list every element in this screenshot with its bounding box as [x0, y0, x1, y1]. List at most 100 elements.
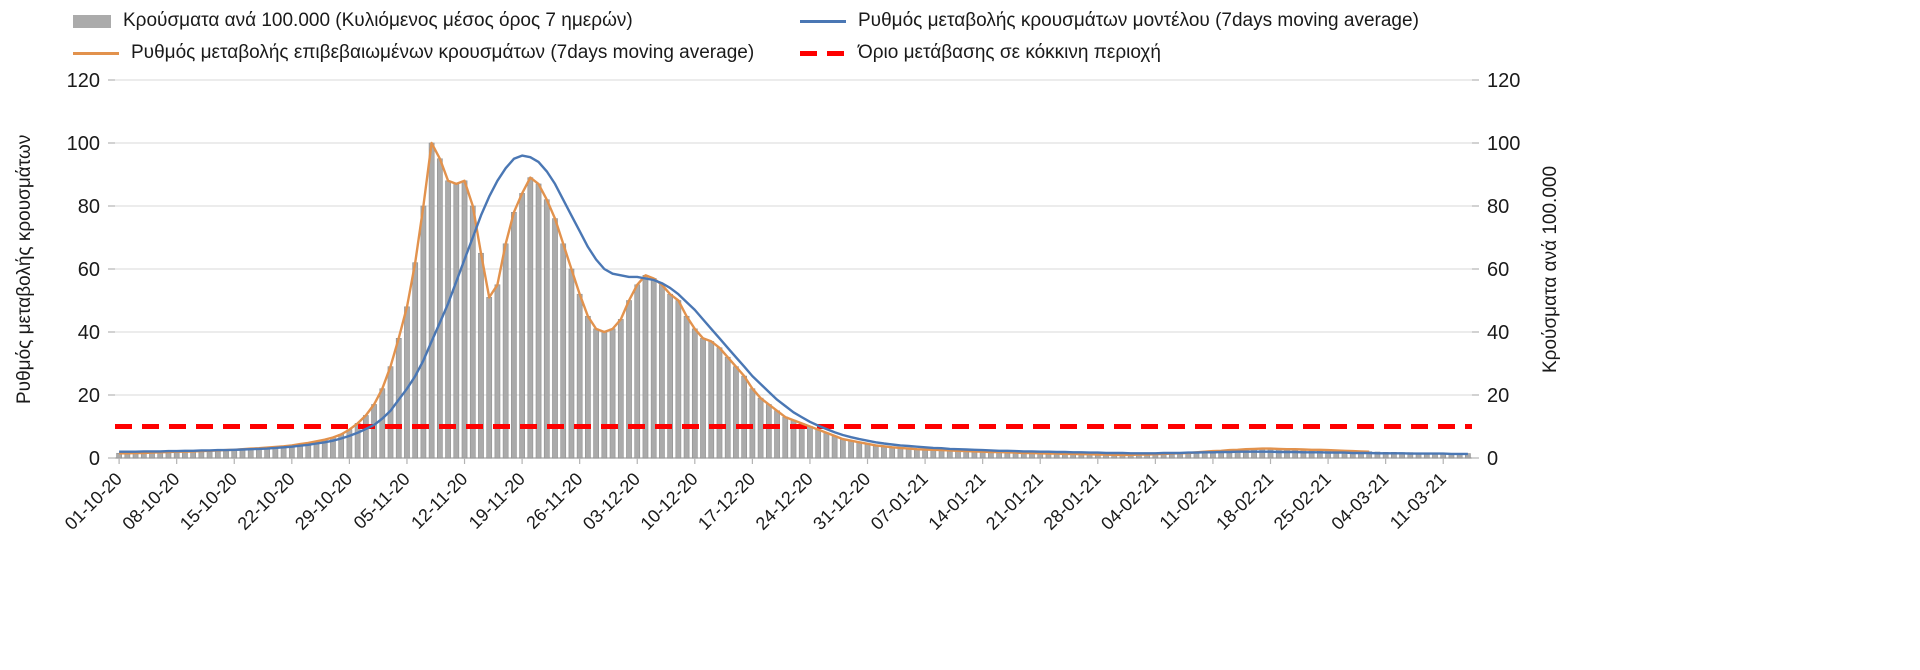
- y-axis-right-labels: 0 20 40 60 80 100 120: [1487, 70, 1520, 470]
- legend-item-cases: Κρούσματα ανά 100.000 (Κυλιόμενος μέσος …: [73, 10, 800, 32]
- bar: [774, 410, 780, 459]
- model-line: [119, 154, 1468, 456]
- bar: [659, 284, 665, 459]
- legend-item-threshold: Όριο μετάβασης σε κόκκινη περιοχή: [800, 42, 1419, 64]
- svg-text:11-02-21: 11-02-21: [1156, 469, 1220, 533]
- gridlines: [108, 79, 1479, 459]
- bar: [839, 438, 846, 459]
- svg-text:04-02-21: 04-02-21: [1097, 469, 1162, 534]
- bar: [371, 404, 377, 459]
- bar: [864, 443, 871, 459]
- bar: [428, 142, 435, 459]
- svg-text:100: 100: [67, 133, 100, 155]
- svg-text:29-10-20: 29-10-20: [291, 469, 356, 534]
- svg-text:15-10-20: 15-10-20: [176, 469, 241, 534]
- legend-label-confirmed: Ρυθμός μεταβολής επιβεβαιωμένων κρουσμάτ…: [131, 42, 755, 63]
- bar: [683, 315, 690, 459]
- bar: [765, 404, 772, 459]
- bar: [543, 199, 550, 459]
- threshold-dash-swatch-icon: [800, 50, 846, 56]
- bar: [617, 319, 624, 459]
- svg-text:100: 100: [1487, 133, 1520, 155]
- bar: [576, 293, 583, 459]
- bar: [716, 347, 723, 459]
- bars-swatch-icon: [73, 14, 111, 28]
- svg-text:26-11-20: 26-11-20: [522, 469, 586, 533]
- bar: [708, 341, 715, 459]
- bar: [511, 212, 517, 459]
- bar: [757, 397, 764, 459]
- bar: [568, 268, 575, 459]
- bar: [593, 328, 599, 459]
- bar: [1374, 451, 1381, 459]
- bar: [626, 300, 632, 459]
- bar: [749, 388, 756, 459]
- svg-text:18-02-21: 18-02-21: [1212, 469, 1277, 534]
- right-axis-title: Κρούσματα ανά 100.000: [1540, 165, 1561, 373]
- bar: [642, 274, 649, 459]
- bar: [346, 429, 353, 459]
- svg-text:14-01-21: 14-01-21: [924, 469, 989, 534]
- svg-text:17-12-20: 17-12-20: [694, 469, 759, 534]
- svg-text:07-01-21: 07-01-21: [867, 469, 932, 534]
- svg-text:21-01-21: 21-01-21: [982, 469, 1047, 534]
- svg-text:40: 40: [78, 322, 100, 344]
- legend-label-cases: Κρούσματα ανά 100.000 (Κυλιόμενος μέσος …: [123, 10, 633, 31]
- svg-text:120: 120: [67, 70, 100, 92]
- svg-text:60: 60: [1487, 259, 1509, 281]
- left-axis-title: Ρυθμός μεταβολής κρουσμάτων: [14, 134, 35, 404]
- bar: [379, 388, 386, 459]
- bar: [667, 293, 673, 459]
- svg-text:60: 60: [78, 259, 100, 281]
- svg-text:28-01-21: 28-01-21: [1040, 469, 1105, 534]
- bar: [675, 300, 682, 459]
- bar: [831, 435, 838, 459]
- svg-text:10-12-20: 10-12-20: [637, 469, 702, 534]
- confirmed-line-swatch-icon: [73, 51, 119, 55]
- bar: [585, 315, 591, 459]
- y-axis-left-labels: 0 20 40 60 80 100 120: [67, 70, 100, 470]
- legend-item-model: Ρυθμός μεταβολής κρουσμάτων μοντέλου (7d…: [800, 10, 1419, 32]
- svg-text:03-12-20: 03-12-20: [579, 469, 644, 534]
- svg-text:80: 80: [1487, 196, 1509, 218]
- svg-text:11-03-21: 11-03-21: [1386, 469, 1450, 533]
- bar: [634, 284, 641, 459]
- bar: [1366, 451, 1373, 459]
- bar: [1267, 448, 1274, 459]
- model-line-swatch-icon: [800, 19, 846, 23]
- bar: [420, 205, 427, 459]
- bar: [807, 426, 813, 459]
- bar: [856, 441, 863, 459]
- svg-text:12-11-20: 12-11-20: [407, 469, 471, 533]
- bar: [445, 180, 451, 459]
- bar: [404, 306, 410, 459]
- bar: [914, 448, 920, 459]
- bar: [601, 331, 608, 459]
- bar: [1292, 448, 1299, 459]
- svg-text:40: 40: [1487, 322, 1509, 344]
- bar: [815, 429, 822, 459]
- svg-text:22-10-20: 22-10-20: [234, 469, 299, 534]
- bar: [453, 183, 460, 459]
- bar: [922, 449, 928, 459]
- legend-label-threshold: Όριο μετάβασης σε κόκκινη περιοχή: [858, 42, 1161, 63]
- bar: [535, 183, 542, 459]
- bar: [897, 447, 904, 459]
- bar: [881, 446, 887, 459]
- bar: [848, 440, 854, 459]
- bar: [741, 375, 748, 459]
- bar: [1259, 448, 1266, 459]
- bar: [494, 284, 501, 459]
- svg-text:04-03-21: 04-03-21: [1327, 469, 1392, 534]
- bar: [552, 218, 558, 459]
- svg-text:01-10-20: 01-10-20: [61, 469, 126, 534]
- bar: [527, 177, 534, 459]
- svg-text:31-12-20: 31-12-20: [809, 469, 874, 534]
- svg-text:25-02-21: 25-02-21: [1270, 469, 1335, 534]
- svg-text:20: 20: [78, 385, 100, 407]
- legend-item-confirmed: Ρυθμός μεταβολής επιβεβαιωμένων κρουσμάτ…: [73, 42, 800, 64]
- svg-text:24-12-20: 24-12-20: [752, 469, 817, 534]
- bar: [782, 416, 789, 459]
- svg-text:19-11-20: 19-11-20: [465, 469, 529, 533]
